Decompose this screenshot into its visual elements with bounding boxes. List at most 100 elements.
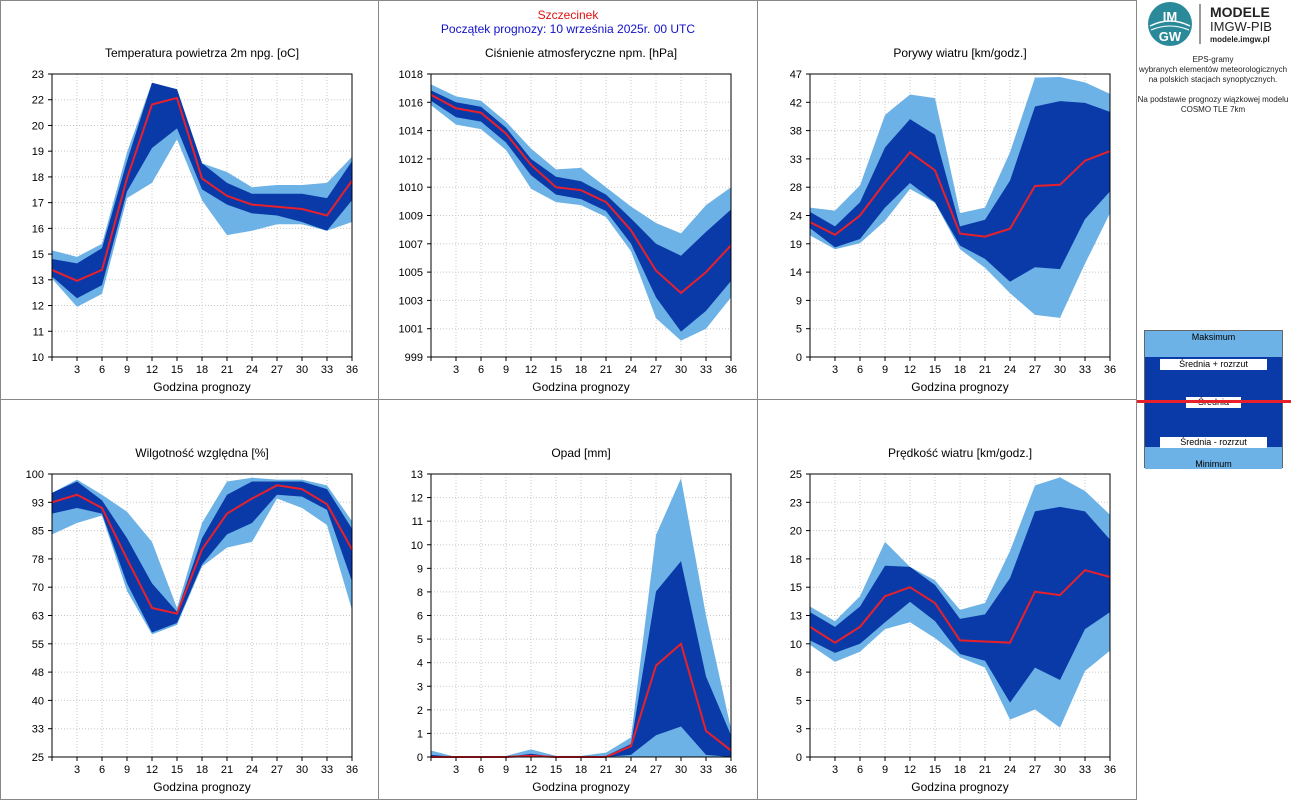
y-tick-label: 28 [790, 182, 802, 194]
y-tick-label: 24 [790, 211, 802, 223]
x-tick-label: 33 [700, 364, 712, 376]
y-tick-label: 47 [790, 69, 802, 81]
x-tick-label: 15 [550, 364, 562, 376]
y-tick-label: 25 [32, 752, 44, 764]
y-tick-label: 23 [32, 69, 44, 81]
legend-mean-plus-label: Średnia + rozrzut [1160, 359, 1267, 370]
y-tick-label: 12 [32, 301, 44, 313]
x-tick-label: 30 [296, 764, 308, 776]
x-tick-label: 30 [1054, 364, 1066, 376]
x-tick-label: 6 [99, 764, 105, 776]
x-tick-label: 3 [832, 764, 838, 776]
x-axis-label: Godzina prognozy [911, 380, 1008, 394]
x-tick-label: 30 [296, 364, 308, 376]
y-tick-label: 38 [790, 126, 802, 138]
y-tick-label: 0 [796, 752, 802, 764]
mean-line [809, 569, 1111, 644]
x-tick-label: 27 [650, 764, 662, 776]
mean-line [51, 96, 353, 282]
x-tick-label: 9 [882, 764, 888, 776]
x-tick-label: 3 [832, 364, 838, 376]
x-tick-label: 36 [725, 764, 737, 776]
x-tick-label: 36 [346, 364, 358, 376]
y-tick-label: 6 [417, 611, 423, 623]
y-tick-label: 3 [796, 724, 802, 736]
imgw-logo-graphic: IM GW MODELE IMGW-PIB modele.imgw.pl [1148, 2, 1272, 46]
x-tick-label: 30 [675, 764, 687, 776]
x-axis-label: Godzina prognozy [153, 780, 250, 794]
y-tick-label: 16 [32, 223, 44, 235]
y-tick-label: 17 [32, 198, 44, 210]
chart-svg: Wilgotność względna [%]25334048556370788… [26, 446, 358, 794]
y-tick-label: 19 [790, 239, 802, 251]
y-tick-label: 1005 [399, 267, 423, 279]
x-tick-label: 24 [625, 364, 637, 376]
forecast-start: Początek prognozy: 10 września 2025r. 00… [440, 22, 696, 36]
chart-svg: Prędkość wiatru [km/godz.] 0 3 5 8 10 13 15 18 20… [790, 446, 1116, 794]
y-tick-label: 0 [796, 352, 802, 364]
description-line-2: wybranych elementów meteorologicznych [1138, 65, 1288, 74]
y-tick-label: 42 [790, 97, 802, 109]
svg-text:GW: GW [1159, 29, 1182, 44]
x-tick-label: 12 [904, 364, 916, 376]
x-tick-label: 21 [600, 764, 612, 776]
x-tick-label: 36 [725, 364, 737, 376]
y-tick-label: 100 [26, 469, 44, 481]
imgw-logo[interactable]: IM GW MODELE IMGW-PIB modele.imgw.pl [1145, 0, 1291, 52]
logo-line2: IMGW-PIB [1210, 19, 1272, 34]
x-tick-label: 15 [171, 764, 183, 776]
x-tick-label: 18 [196, 364, 208, 376]
x-tick-label: 3 [453, 764, 459, 776]
x-tick-label: 33 [321, 364, 333, 376]
wind-speed-chart: Prędkość wiatru [km/godz.] 0 3 5 8 10 13 15 18 20… [758, 400, 1137, 800]
y-tick-label: 85 [32, 526, 44, 538]
x-tick-label: 36 [1104, 364, 1116, 376]
y-tick-label: 93 [32, 497, 44, 509]
x-tick-label: 9 [124, 764, 130, 776]
legend-max-label: Maksimum [1191, 332, 1236, 342]
x-tick-label: 21 [600, 364, 612, 376]
x-tick-label: 15 [171, 364, 183, 376]
logo-line1: MODELE [1210, 4, 1270, 20]
y-tick-label: 18 [32, 172, 44, 184]
y-tick-label: 5 [796, 324, 802, 336]
x-tick-label: 24 [1004, 364, 1016, 376]
x-tick-label: 12 [146, 764, 158, 776]
y-tick-label: 18 [790, 554, 802, 566]
x-tick-label: 12 [904, 764, 916, 776]
chart-title: Wilgotność względna [%] [135, 446, 268, 460]
y-tick-label: 1010 [399, 182, 423, 194]
x-tick-label: 21 [979, 764, 991, 776]
legend-mean-minus-label: Średnia - rozrzut [1160, 437, 1267, 448]
logo-line3: modele.imgw.pl [1210, 35, 1270, 44]
x-tick-label: 27 [1029, 364, 1041, 376]
y-tick-label: 70 [32, 582, 44, 594]
x-tick-label: 27 [271, 364, 283, 376]
description-line-4: Na podstawie prognozy wiązkowej modelu [1137, 95, 1289, 104]
y-tick-label: 13 [790, 611, 802, 623]
inner-band [810, 506, 1110, 703]
x-tick-label: 9 [882, 364, 888, 376]
x-axis-label: Godzina prognozy [532, 380, 629, 394]
y-tick-label: 1016 [399, 97, 423, 109]
y-tick-label: 1001 [399, 324, 423, 336]
x-tick-label: 18 [954, 364, 966, 376]
y-tick-label: 10 [32, 352, 44, 364]
svg-text:IM: IM [1163, 9, 1177, 24]
description: EPS-gramy wybranych elementów meteorolog… [1135, 55, 1291, 115]
description-line-1: EPS-gramy [1192, 55, 1234, 64]
chart-svg: Ciśnienie atmosferyczne npm. [hPa] 999 100… [399, 46, 738, 394]
legend-band-min [1145, 447, 1282, 469]
y-tick-label: 12 [411, 493, 423, 505]
x-axis-label: Godzina prognozy [911, 780, 1008, 794]
outer-band [52, 82, 352, 307]
x-tick-label: 27 [650, 364, 662, 376]
x-tick-label: 33 [1079, 764, 1091, 776]
y-tick-label: 1014 [399, 126, 423, 138]
wind-gust-chart: Porywy wiatru [km/godz.] 0 5 9 14 19 24 28 33 38 4… [758, 0, 1137, 400]
legend-band-max [1145, 331, 1282, 357]
x-tick-label: 12 [146, 364, 158, 376]
y-tick-label: 48 [32, 667, 44, 679]
x-tick-label: 36 [346, 764, 358, 776]
